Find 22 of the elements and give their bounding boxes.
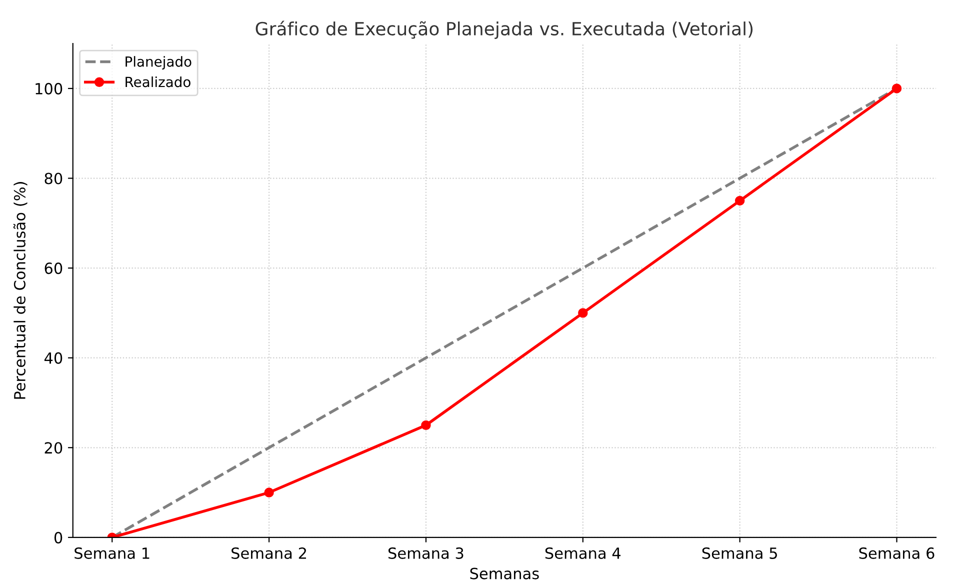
y-tick-label: 60 — [44, 262, 62, 274]
x-tick-label: Semana 3 — [388, 547, 464, 559]
y-tick-label: 0 — [54, 532, 62, 544]
x-tick-label: Semana 5 — [702, 547, 777, 559]
chart-title: Gráfico de Execução Planejada vs. Executada (Vetorial) — [256, 20, 753, 39]
y-tick-label: 20 — [44, 442, 62, 454]
y-tick-label: 40 — [44, 352, 62, 364]
legend-label: Realizado — [126, 76, 190, 88]
x-axis-title: Semanas — [470, 568, 539, 580]
point — [264, 488, 274, 498]
y-axis-title: Percentual de Conclusão (%) — [13, 182, 28, 399]
y-tick-label: 100 — [36, 82, 62, 94]
point — [578, 308, 588, 318]
x-tick-label: Semana 4 — [545, 547, 621, 559]
point — [734, 196, 745, 206]
legend-label: Planejado — [126, 56, 192, 70]
x-tick-label: Semana 6 — [859, 547, 934, 559]
x-tick-label: Semana 1 — [74, 547, 150, 559]
point — [892, 84, 902, 94]
x-tick-label: Semana 2 — [232, 547, 306, 559]
y-tick-label: 80 — [44, 172, 62, 184]
point — [421, 420, 431, 430]
